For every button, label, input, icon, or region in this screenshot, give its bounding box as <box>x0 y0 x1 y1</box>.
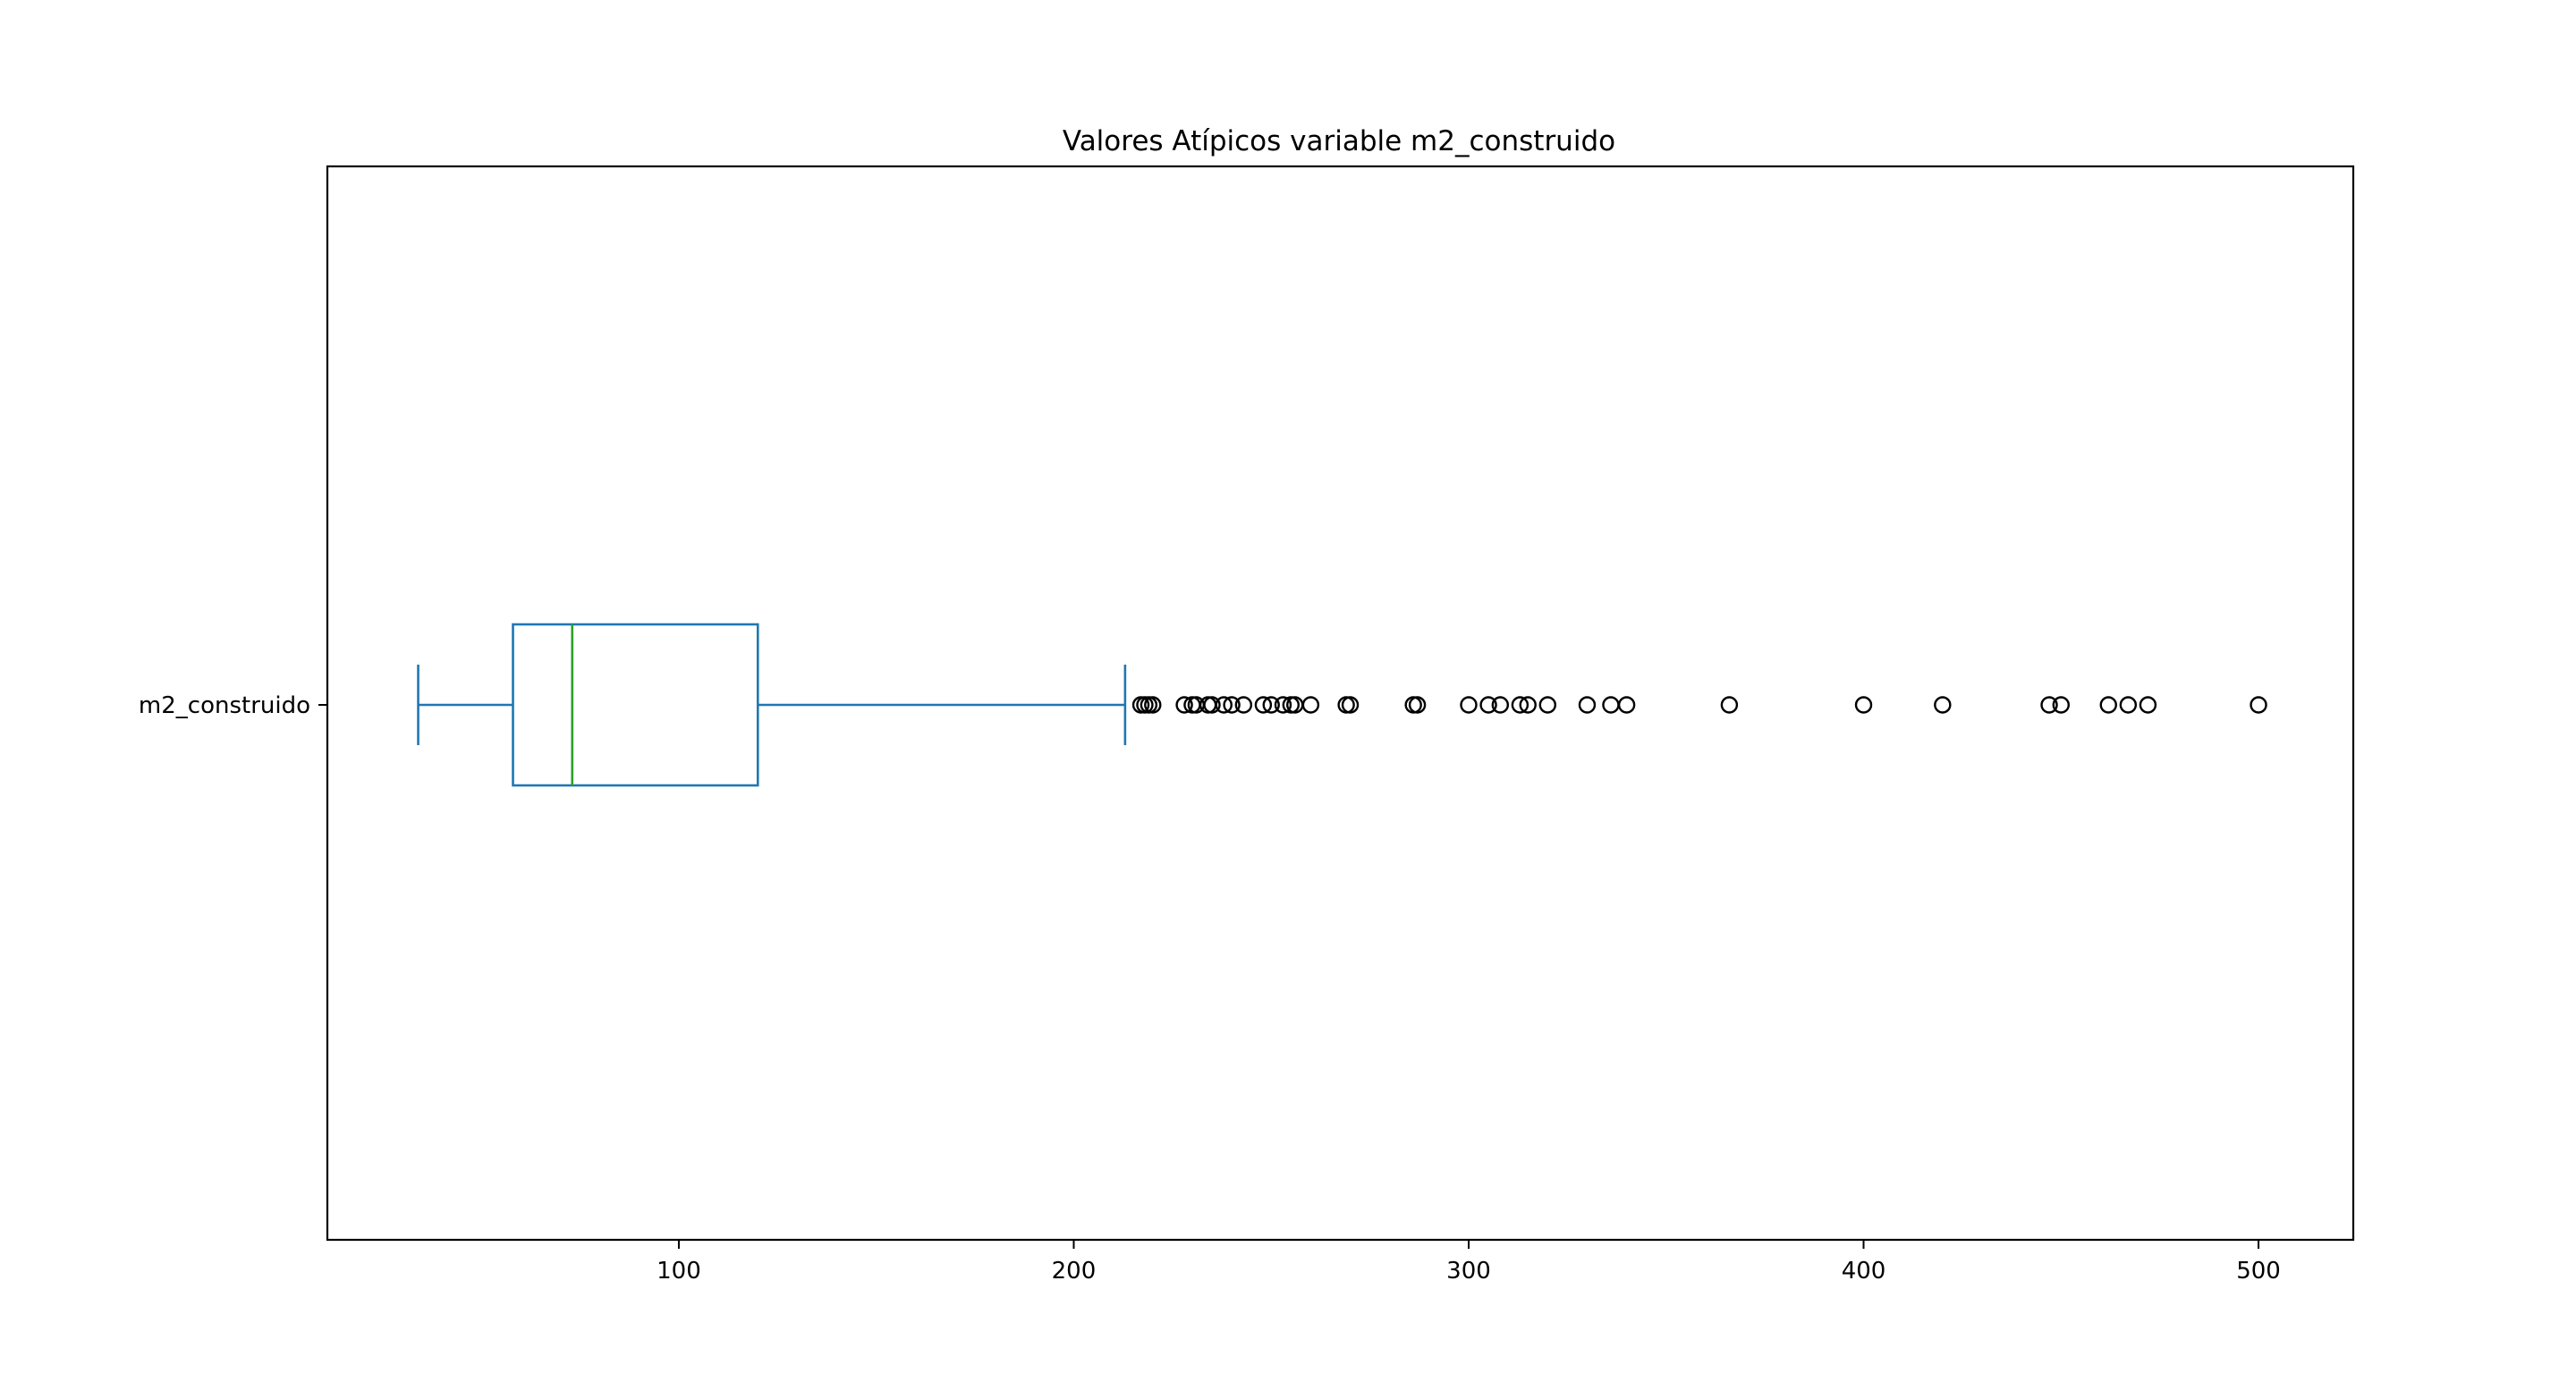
x-tick-label: 400 <box>1842 1258 1886 1285</box>
outlier-point <box>1262 696 1280 714</box>
outlier-point <box>1519 696 1537 714</box>
outlier-point <box>1538 696 1556 714</box>
outlier-point <box>1341 696 1360 714</box>
y-axis: m2_construido <box>139 692 327 719</box>
outlier-point <box>1254 696 1273 714</box>
x-tick-label: 100 <box>657 1258 701 1285</box>
outlier-point <box>1720 696 1739 714</box>
x-tick-label: 200 <box>1052 1258 1097 1285</box>
outlier-point <box>1223 696 1241 714</box>
outlier-point <box>2052 696 2070 714</box>
outlier-point <box>2250 696 2267 714</box>
outlier-point <box>1460 696 1478 714</box>
outlier-point <box>1274 696 1292 714</box>
axes-frame <box>326 165 2355 1242</box>
outlier-point <box>2139 696 2157 714</box>
plot-area <box>417 623 2267 787</box>
outlier-point <box>1854 696 1873 714</box>
outlier-point <box>2099 696 2117 714</box>
y-tick-label: m2_construido <box>139 692 310 719</box>
outlier-point <box>2040 696 2058 714</box>
iqr-box <box>512 623 759 787</box>
outlier-point <box>1491 696 1510 714</box>
outlier-point <box>1234 696 1253 714</box>
outlier-point <box>1301 696 1320 714</box>
outlier-point <box>1175 696 1193 714</box>
outlier-point <box>1479 696 1497 714</box>
outlier-point <box>1578 696 1597 714</box>
outlier-point <box>1203 696 1221 714</box>
x-axis: 100 200 300 400 500 <box>657 1240 2281 1285</box>
outlier-point <box>1215 696 1233 714</box>
chart-title: Valores Atípicos variable m2_construido <box>1063 125 1615 157</box>
outlier-point <box>1408 696 1427 714</box>
outlier-point <box>2119 696 2138 714</box>
outlier-point <box>1617 696 1636 714</box>
x-tick-label: 500 <box>2236 1258 2281 1285</box>
outlier-point <box>1144 696 1162 714</box>
outlier-point <box>1934 696 1952 714</box>
x-tick-label: 300 <box>1446 1258 1491 1285</box>
outlier-point <box>1511 696 1530 714</box>
